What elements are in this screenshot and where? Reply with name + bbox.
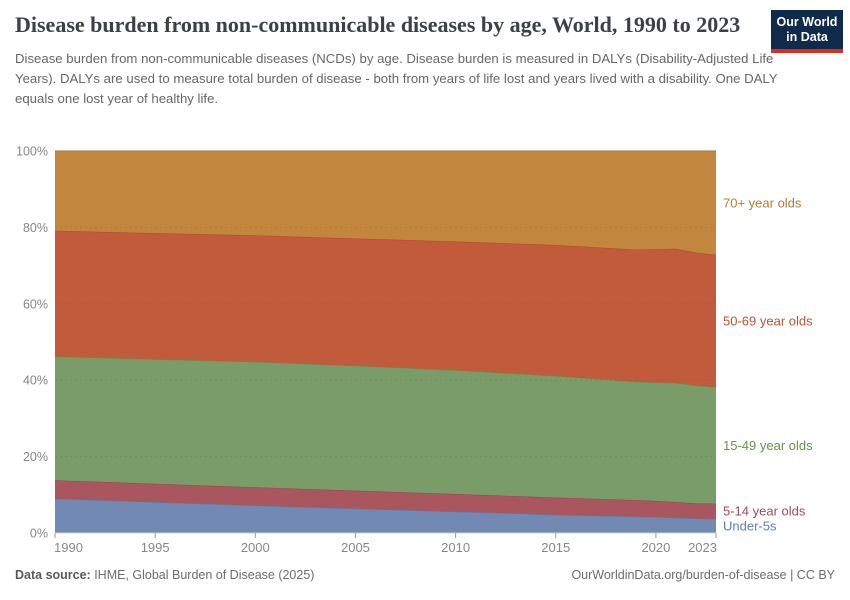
- x-axis-label-2023: 2023: [688, 540, 717, 555]
- chart-subtitle: Disease burden from non-communicable dis…: [15, 51, 778, 106]
- area-under-5s[interactable]: [55, 498, 716, 533]
- data-source-label: Data source:: [15, 568, 91, 582]
- area-50-69-year-olds[interactable]: [55, 230, 716, 388]
- y-axis-label-20: 20%: [23, 450, 48, 464]
- y-axis-label-60: 60%: [23, 297, 48, 311]
- series-label-50-69-year-olds: 50-69 year olds: [723, 313, 813, 328]
- y-axis-label-0: 0%: [30, 527, 48, 541]
- x-axis-label-2000: 2000: [241, 540, 270, 555]
- data-source-text: IHME, Global Burden of Disease (2025): [90, 568, 315, 582]
- area-5-14-year-olds[interactable]: [55, 480, 716, 519]
- area-15-49-year-olds[interactable]: [55, 356, 716, 504]
- x-axis-label-2010: 2010: [441, 540, 470, 555]
- series-label-under-5s: Under-5s: [723, 518, 777, 533]
- x-axis-label-1990: 1990: [54, 540, 83, 555]
- owid-logo[interactable]: Our World in Data: [771, 10, 843, 53]
- series-label-15-49-year-olds: 15-49 year olds: [723, 438, 813, 453]
- series-label-5-14-year-olds: 5-14 year olds: [723, 504, 806, 519]
- y-axis-label-100: 100%: [16, 145, 48, 159]
- chart-footer: Data source: IHME, Global Burden of Dise…: [15, 568, 835, 582]
- owid-logo-line2: in Data: [786, 30, 828, 44]
- data-source: Data source: IHME, Global Burden of Dise…: [15, 568, 314, 582]
- chart-header: Disease burden from non-communicable dis…: [15, 10, 843, 109]
- attribution-link[interactable]: OurWorldinData.org/burden-of-disease | C…: [571, 568, 835, 582]
- y-axis-label-40: 40%: [23, 374, 48, 388]
- area-70-year-olds[interactable]: [55, 151, 716, 255]
- y-axis-label-80: 80%: [23, 221, 48, 235]
- x-axis-label-2015: 2015: [541, 540, 570, 555]
- x-axis-label-1995: 1995: [141, 540, 170, 555]
- owid-logo-line1: Our World: [776, 15, 838, 29]
- x-axis-label-2005: 2005: [341, 540, 370, 555]
- stacked-area-chart: 0% 20% 40% 60% 80% 100% 1990 1995 2000 2005 2010 20…: [16, 145, 813, 556]
- chart-area: 0% 20% 40% 60% 80% 100% 1990 1995 2000 2005 2010 20…: [0, 140, 850, 570]
- x-axis-label-2020: 2020: [641, 540, 670, 555]
- page-title: Disease burden from non-communicable dis…: [15, 12, 741, 37]
- series-label-70-year-olds: 70+ year olds: [723, 195, 802, 210]
